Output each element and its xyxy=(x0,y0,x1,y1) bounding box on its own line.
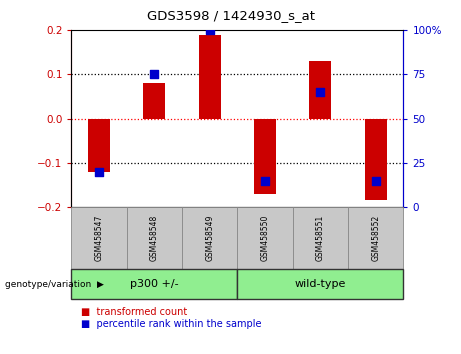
Text: genotype/variation  ▶: genotype/variation ▶ xyxy=(5,280,103,289)
Text: wild-type: wild-type xyxy=(295,279,346,289)
Bar xyxy=(143,83,165,119)
Text: GSM458549: GSM458549 xyxy=(205,215,214,261)
Point xyxy=(317,89,324,95)
Bar xyxy=(199,34,221,119)
Text: GSM458552: GSM458552 xyxy=(371,215,380,261)
Text: p300 +/-: p300 +/- xyxy=(130,279,179,289)
Text: GSM458548: GSM458548 xyxy=(150,215,159,261)
Point xyxy=(151,72,158,77)
Text: GSM458551: GSM458551 xyxy=(316,215,325,261)
Text: GSM458547: GSM458547 xyxy=(95,215,104,261)
Text: ■  transformed count: ■ transformed count xyxy=(81,307,187,317)
Text: ■  percentile rank within the sample: ■ percentile rank within the sample xyxy=(81,319,261,329)
Point xyxy=(95,169,103,175)
Point xyxy=(206,27,213,33)
Text: GSM458550: GSM458550 xyxy=(260,215,270,261)
Point xyxy=(372,178,379,183)
Bar xyxy=(254,119,276,194)
Point xyxy=(261,178,269,183)
Text: GDS3598 / 1424930_s_at: GDS3598 / 1424930_s_at xyxy=(147,9,314,22)
Bar xyxy=(365,119,387,200)
Bar xyxy=(309,61,331,119)
Bar xyxy=(88,119,110,172)
